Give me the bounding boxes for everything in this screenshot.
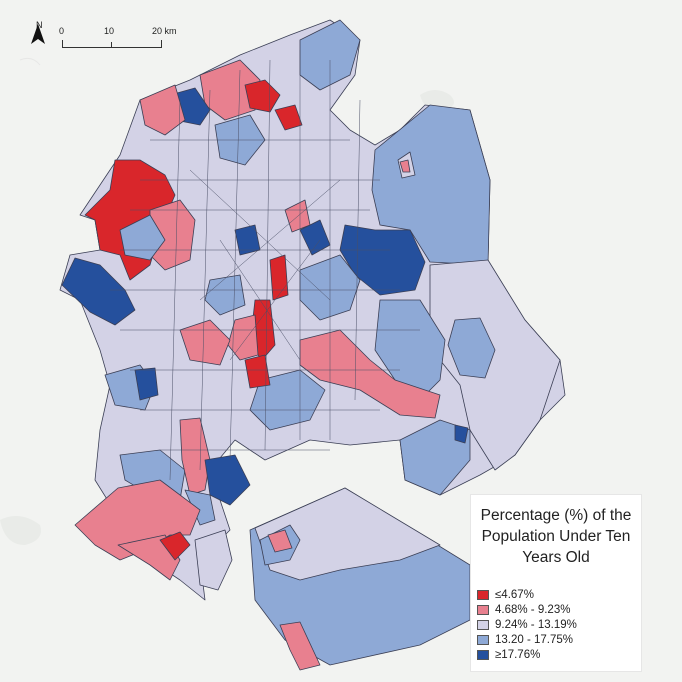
tract-southeast-pink	[267, 529, 293, 553]
tract-ec-darkblue	[339, 224, 426, 296]
scale-label-20: 20 km	[152, 26, 177, 36]
legend-title: Percentage (%) of the Population Under T…	[480, 507, 632, 566]
scale-label-0: 0	[59, 26, 65, 36]
scale-bar: 0 10 20 km	[54, 26, 194, 56]
legend-label: ≤4.67%	[495, 588, 534, 601]
tract-east-small-pink	[399, 159, 411, 173]
tract-north-6	[139, 84, 186, 136]
tract-far-east-blue	[447, 317, 496, 379]
tract-east-mid	[374, 299, 446, 396]
legend: Percentage (%) of the Population Under T…	[470, 494, 642, 672]
tract-southeast-bottom-pink	[279, 621, 321, 671]
legend-label: 13.20 - 17.75%	[495, 633, 574, 646]
legend-label: ≥17.76%	[495, 648, 541, 661]
legend-item: ≥17.76%	[477, 648, 540, 661]
tract-boundaries	[110, 50, 420, 481]
scale-midtick	[111, 42, 112, 48]
tract-west-mid-dark	[134, 367, 159, 401]
legend-label: 4.68% - 9.23%	[495, 603, 571, 616]
legend-item: 9.24% - 13.19%	[477, 618, 577, 631]
legend-swatch	[477, 634, 489, 645]
tract-downtown-4	[204, 274, 246, 316]
north-label: N	[36, 20, 43, 30]
tract-se-blue	[399, 419, 471, 496]
tract-downtown-9	[244, 354, 271, 389]
legend-label: 9.24% - 13.19%	[495, 618, 577, 631]
legend-swatch	[477, 619, 489, 630]
census-tracts	[59, 19, 566, 671]
legend-swatch	[477, 649, 489, 660]
tract-west-blue	[61, 257, 136, 326]
tract-downtown-3	[269, 254, 289, 301]
tract-south-2	[179, 417, 211, 496]
tract-south-5	[194, 529, 233, 591]
tract-downtown-5	[179, 319, 231, 366]
tract-north-3	[244, 79, 281, 113]
tract-se-darkblue	[454, 424, 469, 444]
tract-downtown-8	[234, 224, 261, 256]
tract-southeast-top	[254, 487, 441, 581]
scale-label-10: 10	[104, 26, 115, 36]
tract-center-pink	[299, 329, 441, 419]
tract-sw-red	[159, 531, 191, 561]
legend-item: 13.20 - 17.75%	[477, 633, 573, 646]
legend-swatch	[477, 604, 489, 615]
scale-line	[62, 40, 162, 48]
tract-north-5	[274, 104, 303, 131]
north-arrow-icon	[31, 24, 45, 44]
legend-item: ≤4.67%	[477, 588, 534, 601]
legend-item: 4.68% - 9.23%	[477, 603, 570, 616]
tract-downtown-7	[284, 199, 311, 233]
legend-swatch	[477, 589, 489, 600]
